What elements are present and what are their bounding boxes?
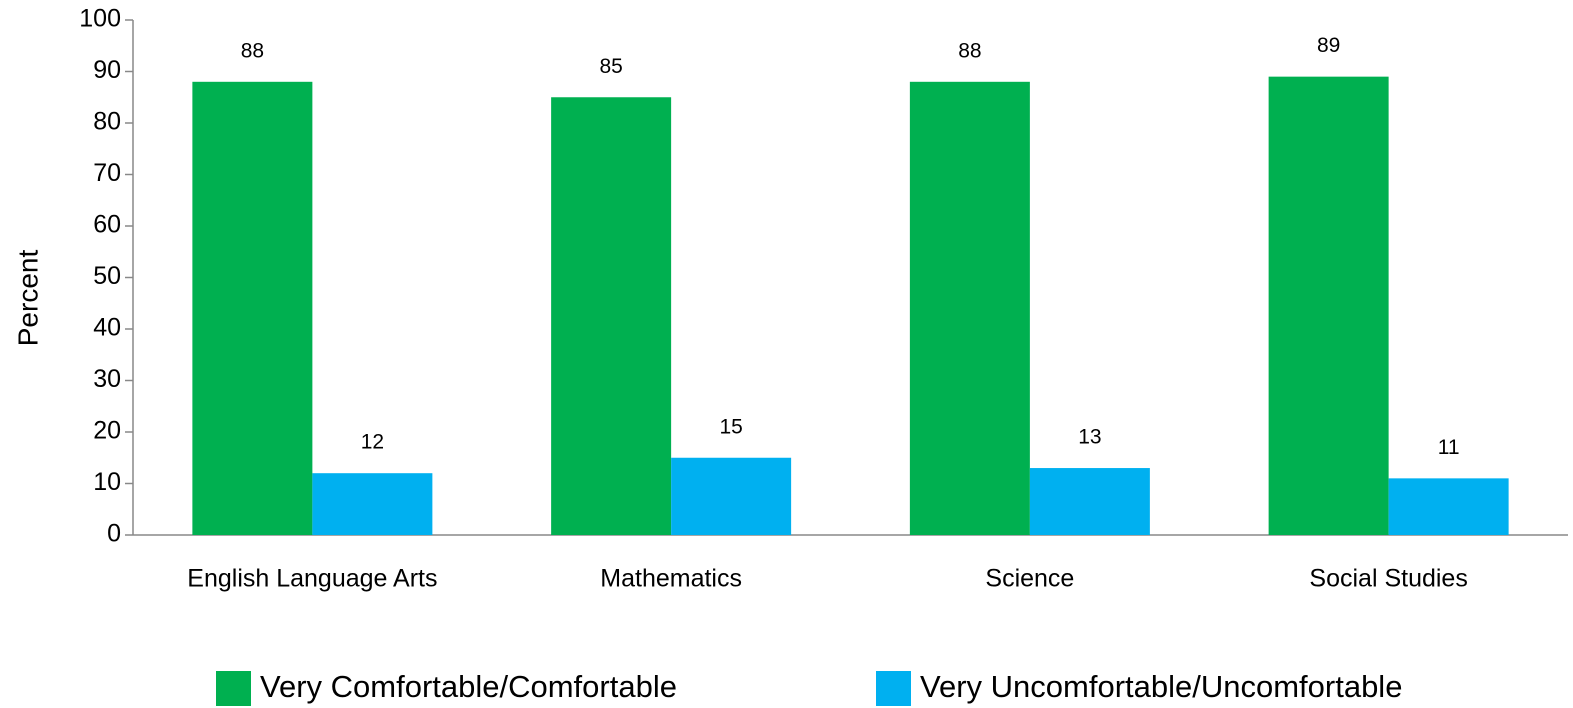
bar: [671, 457, 792, 535]
bar: [192, 81, 313, 536]
y-tick-label: 50: [93, 262, 121, 290]
data-label: 13: [1078, 426, 1101, 449]
y-tick-label: 0: [107, 520, 121, 548]
data-label: 15: [719, 415, 742, 438]
y-tick-label: 60: [93, 211, 121, 239]
y-tick-label: 80: [93, 108, 121, 136]
legend-swatch: [876, 671, 911, 706]
y-tick-label: 40: [93, 314, 121, 342]
data-label: 11: [1438, 436, 1460, 459]
y-tick-label: 30: [93, 365, 121, 393]
bar: [1029, 468, 1150, 535]
data-label: 85: [599, 55, 622, 78]
bar: [909, 81, 1030, 536]
x-tick-label: Science: [985, 565, 1074, 593]
y-axis-label: Percent: [12, 250, 43, 347]
bar: [551, 97, 672, 535]
bar: [1268, 76, 1389, 536]
bar: [312, 473, 433, 535]
y-tick-label: 90: [93, 56, 121, 84]
legend-label: Very Comfortable/Comfortable: [260, 669, 677, 704]
legend-swatch: [216, 671, 251, 706]
data-label: 88: [241, 39, 264, 62]
legend-label: Very Uncomfortable/Uncomfortable: [920, 669, 1402, 704]
y-tick-label: 70: [93, 159, 121, 187]
data-label: 89: [1317, 34, 1340, 57]
bar: [1388, 478, 1509, 535]
data-label: 88: [958, 39, 981, 62]
y-tick-label: 100: [79, 5, 121, 33]
x-tick-label: Social Studies: [1309, 565, 1467, 593]
y-tick-label: 20: [93, 417, 121, 445]
x-tick-label: Mathematics: [600, 565, 742, 593]
y-tick-label: 10: [93, 468, 121, 496]
x-tick-label: English Language Arts: [187, 565, 437, 593]
data-label: 12: [361, 431, 384, 454]
